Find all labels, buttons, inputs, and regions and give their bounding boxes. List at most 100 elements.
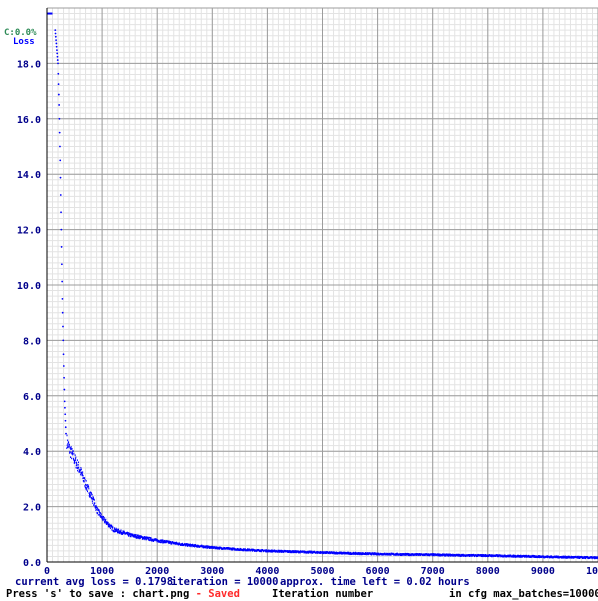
loss-point <box>289 551 291 554</box>
loss-point <box>208 545 210 548</box>
x-tick-label: 1000 <box>90 566 114 576</box>
loss-point <box>333 552 335 555</box>
max-batches-text: in cfg max_batches=10000 <box>449 588 598 600</box>
loss-point <box>101 517 103 519</box>
x-tick-label: 3000 <box>200 566 224 576</box>
loss-point <box>137 536 139 539</box>
loss-point <box>161 540 163 543</box>
loss-point <box>95 505 97 507</box>
loss-point <box>135 534 137 536</box>
loss-point <box>63 400 66 403</box>
loss-point <box>438 554 440 557</box>
loss-point <box>418 553 420 555</box>
loss-point <box>142 536 144 539</box>
loss-point <box>97 514 99 516</box>
loss-point <box>77 464 79 466</box>
loss-point <box>426 553 428 555</box>
loss-point <box>80 473 82 476</box>
y-tick-label: 4.0 <box>23 447 41 458</box>
loss-point <box>449 553 451 556</box>
loss-point <box>164 541 166 544</box>
loss-point <box>136 537 138 539</box>
loss-point <box>87 490 89 493</box>
loss-point <box>352 553 354 556</box>
x-tick-label: 0 <box>44 566 50 576</box>
loss-point <box>457 555 459 557</box>
loss-point <box>278 551 280 553</box>
loss-point <box>70 451 72 454</box>
loss-point <box>67 442 69 445</box>
loss-point <box>116 528 118 531</box>
loss-point <box>107 522 109 524</box>
loss-point <box>237 548 239 550</box>
loss-point <box>422 554 424 557</box>
loss-point <box>496 554 498 556</box>
loss-point <box>186 543 188 545</box>
loss-point <box>135 534 137 536</box>
loss-point <box>91 493 93 496</box>
loss-point <box>268 550 270 553</box>
loss-point <box>88 492 90 494</box>
loss-point <box>193 545 195 547</box>
loss-point <box>156 540 158 543</box>
loss-point <box>146 537 148 540</box>
loss-point <box>389 552 391 555</box>
loss-point <box>197 544 199 547</box>
loss-point <box>591 556 593 558</box>
save-hint-text: Press 's' to save : chart.png <box>6 588 190 600</box>
loss-point <box>54 35 57 38</box>
loss-point <box>390 553 392 556</box>
loss-point <box>90 496 92 499</box>
loss-point <box>145 538 147 541</box>
loss-point <box>109 525 111 528</box>
loss-point <box>57 62 59 65</box>
loss-point <box>431 553 433 555</box>
loss-point <box>117 531 119 533</box>
y-tick-label: 14.0 <box>17 170 41 181</box>
loss-point <box>585 557 587 560</box>
loss-point <box>265 549 267 551</box>
loss-point <box>177 542 179 545</box>
loss-point <box>468 555 470 557</box>
loss-point <box>449 554 451 557</box>
loss-point <box>205 547 207 549</box>
loss-point <box>520 554 522 557</box>
loss-point <box>347 552 349 555</box>
loss-point <box>73 458 75 461</box>
loss-point <box>354 553 356 556</box>
loss-point <box>170 540 172 543</box>
loss-point <box>424 554 426 557</box>
loss-point <box>59 176 62 179</box>
loss-point <box>73 460 75 463</box>
loss-point <box>579 555 581 558</box>
loss-point <box>75 456 77 459</box>
loss-point <box>560 555 562 558</box>
loss-point <box>555 556 557 558</box>
loss-point <box>71 452 73 455</box>
loss-point <box>311 550 313 553</box>
loss-point <box>61 280 64 283</box>
loss-point <box>439 554 441 557</box>
loss-point <box>207 545 209 547</box>
loss-point <box>582 557 584 560</box>
loss-point <box>316 550 318 553</box>
loss-point <box>72 452 74 455</box>
loss-point <box>81 472 83 474</box>
loss-point <box>593 557 595 559</box>
loss-point <box>474 555 476 558</box>
loss-point <box>98 509 100 512</box>
loss-point <box>62 365 65 367</box>
loss-point <box>489 554 491 556</box>
loss-point <box>459 553 461 556</box>
loss-point <box>408 552 410 555</box>
loss-point <box>123 532 125 534</box>
loss-point <box>119 531 121 534</box>
loss-point <box>502 554 504 557</box>
loss-point <box>99 514 101 517</box>
x-axis-label: Iteration number <box>272 588 374 600</box>
loss-point <box>325 551 327 553</box>
loss-point <box>84 478 86 481</box>
loss-point <box>549 556 551 559</box>
loss-point <box>128 535 130 537</box>
loss-point <box>128 534 130 537</box>
